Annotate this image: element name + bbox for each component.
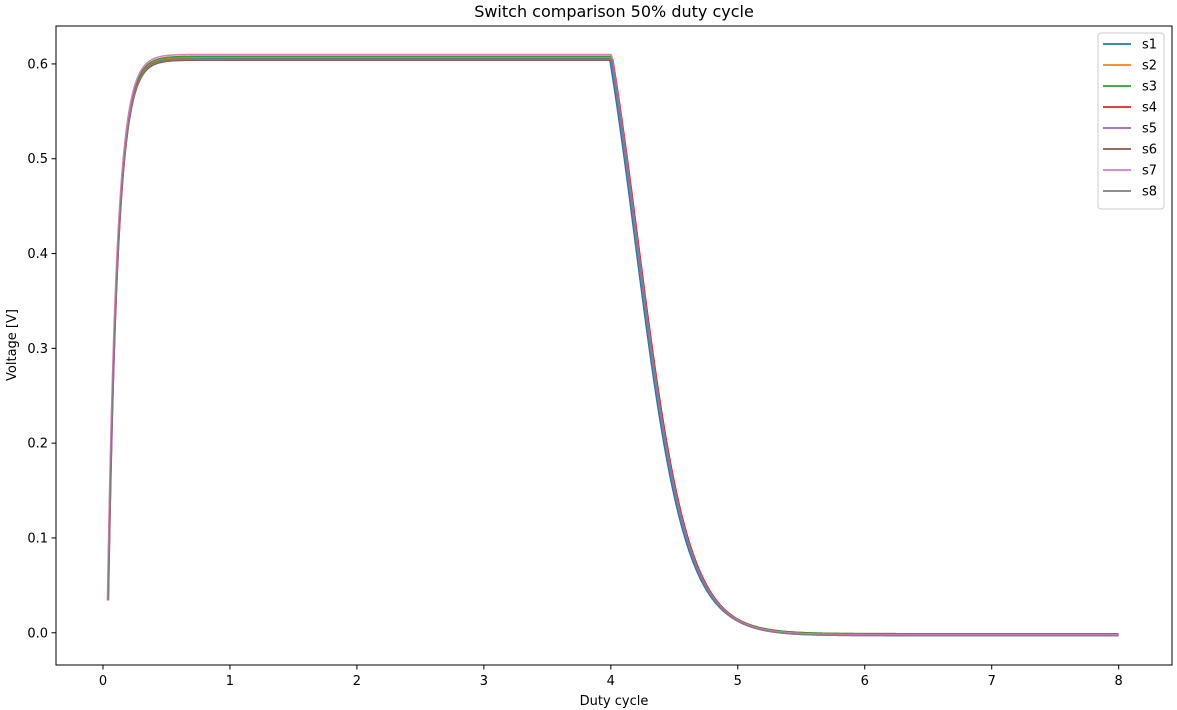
x-tick-label-5: 5 <box>734 674 742 689</box>
y-tick-label-6: 0.6 <box>27 57 48 72</box>
series-line-s8 <box>107 58 1119 637</box>
y-tick-label-5: 0.5 <box>27 152 48 167</box>
x-tick-label-1: 1 <box>226 674 234 689</box>
x-tick-label-6: 6 <box>861 674 869 689</box>
x-tick-label-7: 7 <box>988 674 996 689</box>
x-tick-label-3: 3 <box>480 674 488 689</box>
y-tick-label-1: 0.1 <box>27 531 48 546</box>
series-line-s1 <box>107 57 1119 636</box>
axes: 0 1 2 3 4 5 6 7 8 0.0 0.1 0.2 0.3 0.4 0.5 0.6 <box>27 25 1173 689</box>
plot-area <box>106 53 1119 637</box>
series-line-s2 <box>106 56 1119 635</box>
legend: s1 s2 s3 s4 s5 s6 s7 s8 <box>1097 32 1165 210</box>
legend-label-s2: s2 <box>1142 59 1157 74</box>
legend-label-s7: s7 <box>1142 164 1157 179</box>
legend-label-s4: s4 <box>1142 101 1157 116</box>
legend-label-s1: s1 <box>1142 38 1157 53</box>
series-line-s7 <box>106 53 1119 636</box>
axes-frame <box>55 25 1173 666</box>
y-tick-label-4: 0.4 <box>27 247 48 262</box>
x-axis-label: Duty cycle <box>580 694 649 709</box>
x-tick-label-2: 2 <box>353 674 361 689</box>
legend-label-s5: s5 <box>1142 122 1157 137</box>
y-axis-label: Voltage [V] <box>5 309 20 381</box>
y-tick-label-3: 0.3 <box>27 342 48 357</box>
y-tick-label-2: 0.2 <box>27 437 48 452</box>
x-tick-label-0: 0 <box>99 674 107 689</box>
x-tick-label-8: 8 <box>1115 674 1123 689</box>
series-line-s6 <box>107 59 1119 636</box>
series-line-s3 <box>107 55 1119 635</box>
legend-label-s8: s8 <box>1142 185 1157 200</box>
series-line-s5 <box>107 59 1119 637</box>
series-line-s4 <box>107 58 1119 636</box>
legend-box <box>1097 32 1165 210</box>
y-tick-label-0: 0.0 <box>27 626 48 641</box>
legend-label-s6: s6 <box>1142 143 1157 158</box>
legend-label-s3: s3 <box>1142 80 1157 95</box>
chart-title: Switch comparison 50% duty cycle <box>474 2 754 21</box>
x-tick-label-4: 4 <box>607 674 615 689</box>
